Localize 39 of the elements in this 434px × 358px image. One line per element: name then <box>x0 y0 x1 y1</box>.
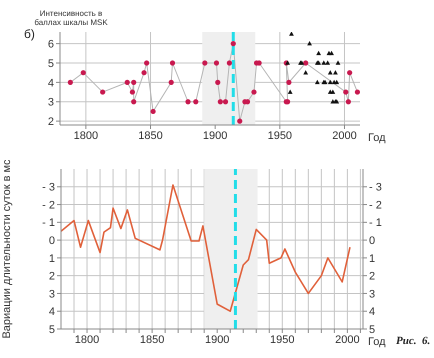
x-tick-label: 1850 <box>140 334 164 346</box>
y2-tick-label: 3 <box>369 288 376 300</box>
y2-tick-label: 2 <box>369 270 376 283</box>
y-tick-label: 4 <box>48 77 54 90</box>
y2-tick-label: - 1 <box>369 217 382 230</box>
y-tick-label: 5 <box>48 324 55 336</box>
y-tick-label: 2 <box>48 116 54 128</box>
y-tick-label: - 3 <box>42 182 55 194</box>
y2-tick-label: 1 <box>369 252 376 265</box>
y2-tick-label: - 3 <box>369 182 382 194</box>
x-tick-label: 1950 <box>268 130 292 142</box>
x-tick-label: 1900 <box>204 334 230 346</box>
y-axis-title: Интенсивность в баллах шкалы MSK <box>33 9 109 27</box>
y-tick-label: 3 <box>48 288 55 300</box>
x-tick-label: 1850 <box>138 130 163 142</box>
y2-tick-label: 5 <box>369 324 376 336</box>
y-tick-label: 4 <box>48 306 55 318</box>
y-tick-label: 5 <box>48 58 54 70</box>
y-tick-label: - 1 <box>42 217 55 230</box>
y-tick-label: 2 <box>48 270 55 283</box>
y-tick-label: 0 <box>48 235 55 248</box>
text: б) <box>24 27 35 41</box>
x-tick-label: 1950 <box>270 334 295 346</box>
x-tick-label: 2000 <box>335 334 360 346</box>
x-tick-label: 1900 <box>202 130 228 142</box>
y-tick-label: - 2 <box>42 199 55 212</box>
x-axis-title: Год <box>368 336 386 348</box>
y-tick-label: 3 <box>48 96 54 109</box>
y2-tick-label: 4 <box>369 306 376 318</box>
x-tick-label: 2000 <box>332 130 357 142</box>
x-axis-title: Год <box>368 132 386 144</box>
x-tick-label: 1800 <box>74 334 100 346</box>
y2-tick-label: - 2 <box>369 199 382 212</box>
y2-tick-label: 0 <box>369 235 376 248</box>
text: Рис. 6. <box>396 335 430 347</box>
y-tick-label: 6 <box>48 38 54 51</box>
y-tick-label: 1 <box>48 252 55 265</box>
y-axis-title: Вариации длительности суток в мс <box>0 158 13 339</box>
x-tick-label: 1800 <box>74 130 98 142</box>
